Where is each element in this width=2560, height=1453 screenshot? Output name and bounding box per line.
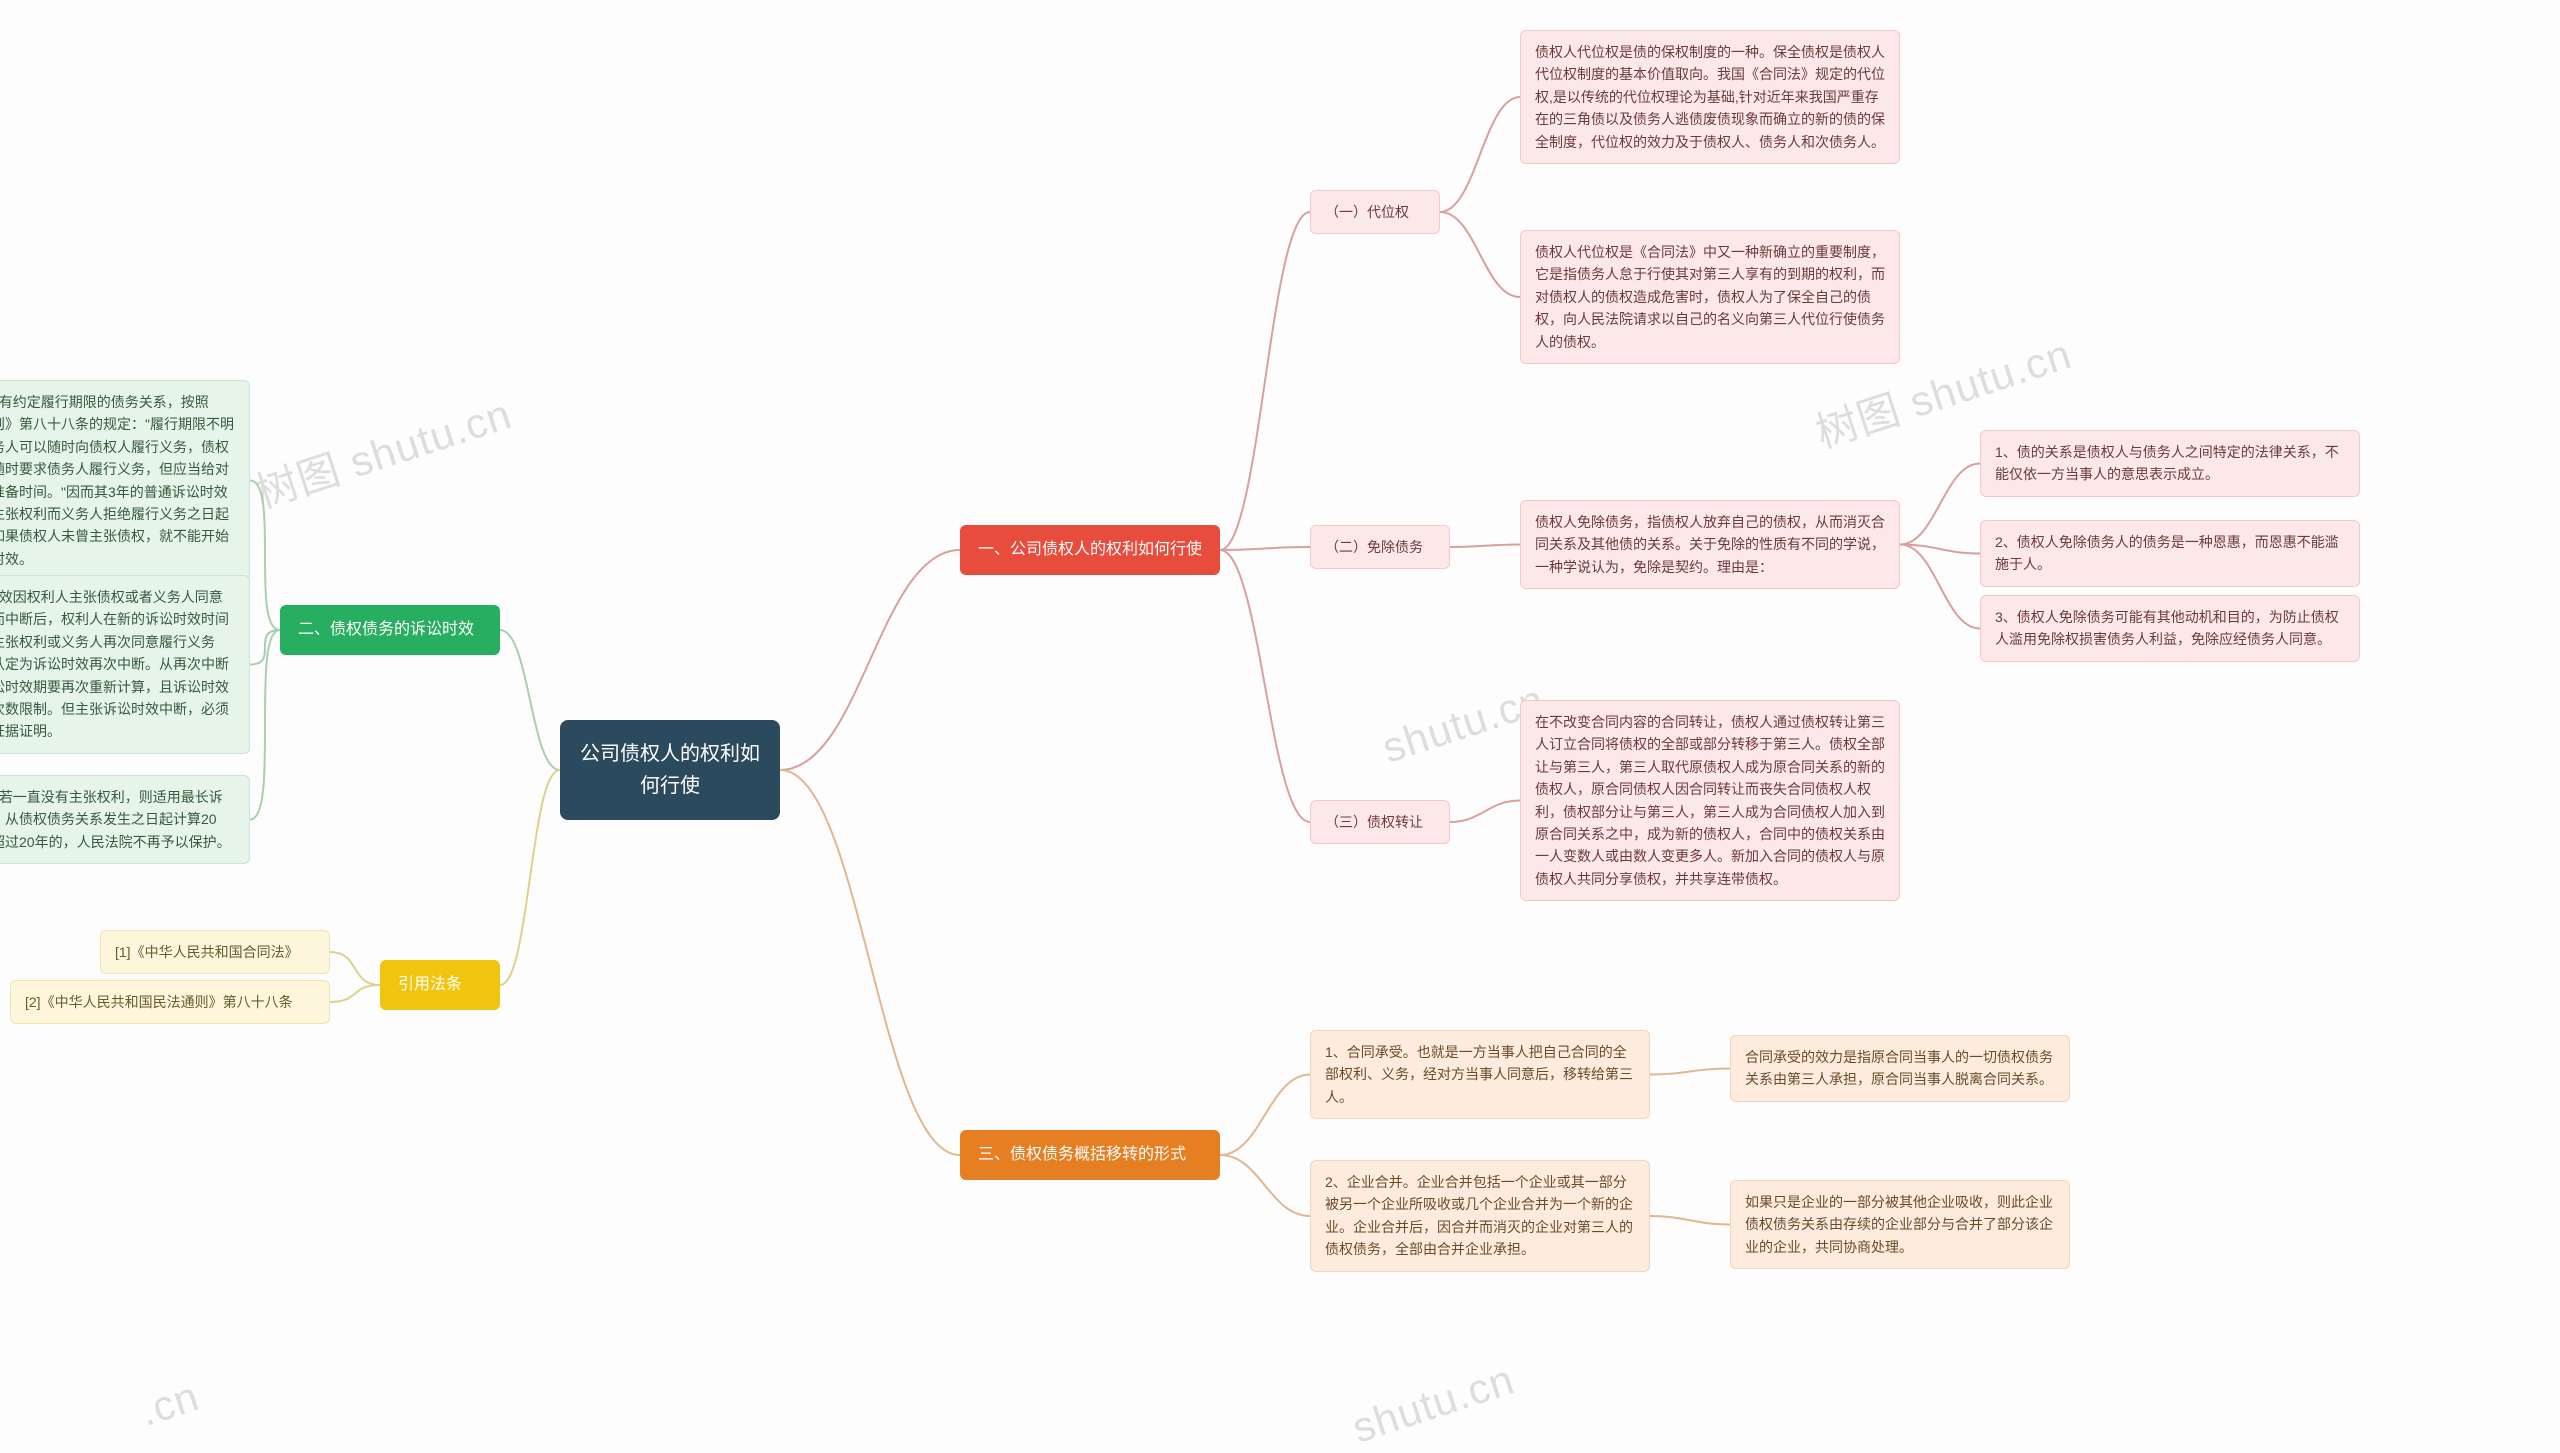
edge bbox=[780, 550, 960, 770]
edge bbox=[330, 952, 380, 985]
edge bbox=[1650, 1069, 1730, 1075]
edge bbox=[1900, 545, 1980, 629]
edge bbox=[500, 630, 560, 770]
connector-layer bbox=[0, 0, 2560, 1422]
node-b1_3_1[interactable]: 在不改变合同内容的合同转让，债权人通过债权转让第三人订立合同将债权的全部或部分转… bbox=[1520, 700, 1900, 901]
node-b3_2_1[interactable]: 如果只是企业的一部分被其他企业吸收，则此企业债权债务关系由存续的企业部分与合并了… bbox=[1730, 1180, 2070, 1269]
node-b4_1[interactable]: [1]《中华人民共和国合同法》 bbox=[100, 930, 330, 974]
edge bbox=[1220, 550, 1310, 822]
edge bbox=[330, 985, 380, 1002]
node-b1_1_1[interactable]: 债权人代位权是债的保权制度的一种。保全债权是债权人代位权制度的基本价值取向。我国… bbox=[1520, 30, 1900, 164]
edge bbox=[1900, 464, 1980, 545]
edge bbox=[1220, 212, 1310, 550]
node-b2_1[interactable]: 1、对于没有约定履行期限的债务关系，按照《民法通则》第八十八条的规定："履行期限… bbox=[0, 380, 250, 581]
edge bbox=[250, 481, 280, 631]
edge bbox=[1220, 547, 1310, 550]
node-b4[interactable]: 引用法条 bbox=[380, 960, 500, 1010]
node-b1_1_2[interactable]: 债权人代位权是《合同法》中又一种新确立的重要制度，它是指债务人怠于行使其对第三人… bbox=[1520, 230, 1900, 364]
node-b3_2[interactable]: 2、企业合并。企业合并包括一个企业或其一部分被另一个企业所吸收或几个企业合并为一… bbox=[1310, 1160, 1650, 1272]
node-b3_1_1[interactable]: 合同承受的效力是指原合同当事人的一切债权债务关系由第三人承担，原合同当事人脱离合… bbox=[1730, 1035, 2070, 1102]
edge bbox=[1650, 1216, 1730, 1225]
node-b1_1[interactable]: （一）代位权 bbox=[1310, 190, 1440, 234]
node-b1_2_3[interactable]: 3、债权人免除债务可能有其他动机和目的，为防止债权人滥用免除权损害债务人利益，免… bbox=[1980, 595, 2360, 662]
node-b1_2_2[interactable]: 2、债权人免除债务人的债务是一种恩惠，而恩惠不能滥施于人。 bbox=[1980, 520, 2360, 587]
edge bbox=[250, 630, 280, 665]
edge bbox=[250, 630, 280, 820]
edge bbox=[1440, 212, 1520, 297]
edge bbox=[1220, 1075, 1310, 1156]
node-b3_1[interactable]: 1、合同承受。也就是一方当事人把自己合同的全部权利、义务，经对方当事人同意后，移… bbox=[1310, 1030, 1650, 1119]
node-b2_2[interactable]: 2、诉讼时效因权利人主张债权或者义务人同意履行义务而中断后，权利人在新的诉讼时效… bbox=[0, 575, 250, 754]
edge bbox=[500, 770, 560, 985]
edge bbox=[1450, 801, 1520, 823]
edge bbox=[780, 770, 960, 1155]
node-b1_2_1[interactable]: 1、债的关系是债权人与债务人之间特定的法律关系，不能仅依一方当事人的意思表示成立… bbox=[1980, 430, 2360, 497]
node-b1[interactable]: 一、公司债权人的权利如何行使 bbox=[960, 525, 1220, 575]
node-root[interactable]: 公司债权人的权利如何行使 bbox=[560, 720, 780, 820]
node-b1_2_0[interactable]: 债权人免除债务，指债权人放弃自己的债权，从而消灭合同关系及其他债的关系。关于免除… bbox=[1520, 500, 1900, 589]
node-b1_3[interactable]: （三）债权转让 bbox=[1310, 800, 1450, 844]
edge bbox=[1440, 97, 1520, 212]
node-b2_3[interactable]: 3、债权人若一直没有主张权利，则适用最长诉讼时效期，从债权债务关系发生之日起计算… bbox=[0, 775, 250, 864]
edge bbox=[1220, 1155, 1310, 1216]
node-b3[interactable]: 三、债权债务概括移转的形式 bbox=[960, 1130, 1220, 1180]
node-b1_2[interactable]: （二）免除债务 bbox=[1310, 525, 1450, 569]
node-b2[interactable]: 二、债权债务的诉讼时效 bbox=[280, 605, 500, 655]
mindmap-canvas: 树图 shutu.cn树图 shutu.cnshutu.cn.cnshutu.c… bbox=[0, 0, 2560, 1422]
edge bbox=[1450, 545, 1520, 548]
node-b4_2[interactable]: [2]《中华人民共和国民法通则》第八十八条 bbox=[10, 980, 330, 1024]
